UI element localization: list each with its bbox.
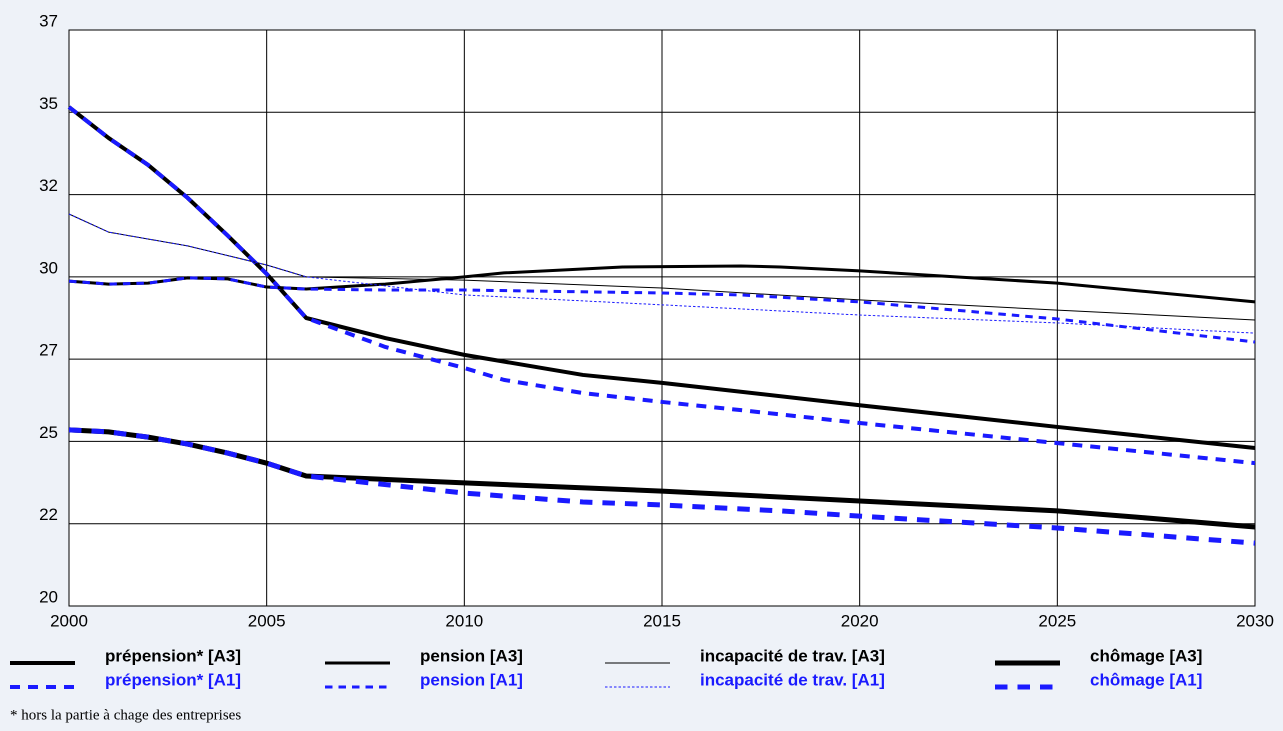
- x-tick-label: 2020: [841, 611, 879, 630]
- legend-label: chômage [A3]: [1090, 646, 1202, 665]
- x-tick-label: 2015: [643, 611, 681, 630]
- y-tick-label: 32: [39, 176, 58, 195]
- y-tick-label: 20: [39, 587, 58, 606]
- legend-label: incapacité de trav. [A3]: [700, 646, 885, 665]
- legend-label: incapacité de trav. [A1]: [700, 670, 885, 689]
- footnote: * hors la partie à chage des entreprises: [10, 707, 241, 723]
- series-line: [68, 213, 1256, 321]
- x-tick-label: 2005: [248, 611, 286, 630]
- series-line: [68, 276, 1256, 344]
- legend-label: chômage [A1]: [1090, 670, 1202, 689]
- legend-label: prépension* [A1]: [105, 670, 241, 689]
- series-line: [67, 105, 1256, 450]
- y-tick-label: 35: [39, 94, 58, 113]
- x-tick-label: 2030: [1236, 611, 1274, 630]
- y-tick-label: 37: [39, 11, 58, 30]
- series-line: [68, 427, 1256, 546]
- y-tick-label: 27: [39, 341, 58, 360]
- x-tick-label: 2025: [1038, 611, 1076, 630]
- y-tick-label: 22: [39, 505, 58, 524]
- y-tick-label: 30: [39, 258, 58, 277]
- x-tick-label: 2010: [445, 611, 483, 630]
- series-line: [68, 213, 1256, 334]
- legend-label: pension [A3]: [420, 646, 523, 665]
- legend-label: pension [A1]: [420, 670, 523, 689]
- x-tick-label: 2000: [50, 611, 88, 630]
- y-tick-label: 25: [39, 423, 58, 442]
- legend-label: prépension* [A3]: [105, 646, 241, 665]
